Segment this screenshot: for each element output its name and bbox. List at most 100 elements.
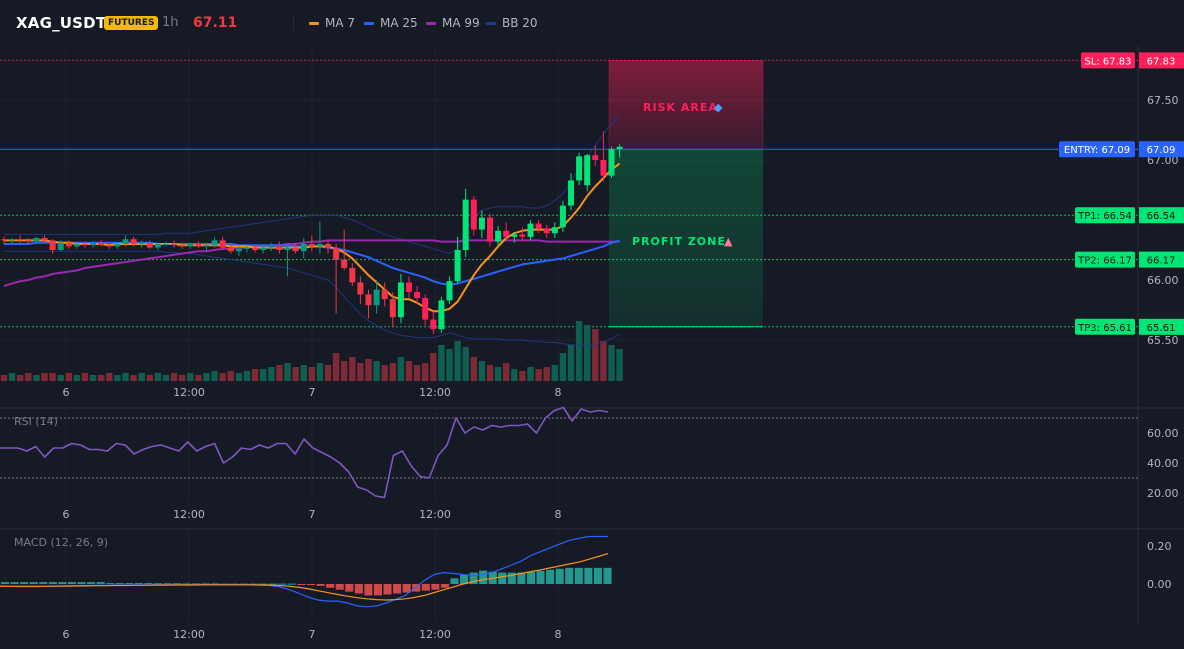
macd-histogram-bar (450, 578, 459, 584)
x-tick-label: 7 (309, 628, 316, 641)
candle-body (195, 244, 202, 247)
candle-body (300, 244, 307, 252)
volume-bar (162, 375, 170, 381)
candle-body (487, 217, 493, 242)
x-tick-label: 12:00 (173, 508, 205, 521)
timeframe-label[interactable]: 1h (162, 15, 179, 30)
candle-body (163, 244, 169, 245)
macd-histogram-bar (555, 568, 564, 584)
level-tag-label: TP1: 66.54 (1077, 211, 1132, 222)
axis-price-label: 65.61 (1147, 323, 1176, 334)
volume-bar (608, 345, 615, 381)
candle-body (333, 247, 340, 260)
macd-histogram-bar (96, 582, 105, 584)
candle-body (171, 244, 178, 246)
volume-bar (106, 373, 113, 381)
rocket-icon: ▲ (724, 235, 733, 248)
axis-price-tag (1139, 141, 1184, 158)
x-tick-label: 8 (555, 386, 562, 399)
macd-histogram-bar (603, 567, 612, 584)
candle-body (138, 242, 145, 244)
volume-bar (349, 357, 356, 381)
symbol-title[interactable]: XAG_USDT (16, 14, 107, 32)
candle-body (25, 240, 32, 242)
volume-bar (527, 367, 534, 381)
legend-ma7-label: MA 7 (325, 16, 356, 30)
candle-body (381, 289, 388, 300)
macd-histogram-bar (154, 583, 163, 585)
volume-bar (276, 365, 283, 381)
level-tag-label: SL: 67.83 (1084, 56, 1131, 67)
macd-histogram-bar (517, 572, 526, 584)
candle-body (252, 247, 259, 250)
candle-body (325, 244, 331, 248)
volume-bar (511, 369, 518, 381)
volume-bar (41, 373, 48, 381)
macd-histogram-bar (498, 572, 507, 584)
y-tick-label: 60.00 (1147, 427, 1179, 440)
risk-area-label: RISK AREA (643, 101, 718, 114)
candle-body (179, 245, 186, 247)
header-divider (293, 15, 294, 31)
macd-histogram-bar (106, 583, 115, 585)
candle-body (235, 248, 242, 252)
candle-body (406, 282, 412, 292)
volume-bar (494, 367, 502, 381)
candle-body (543, 228, 550, 234)
macd-histogram-bar (507, 572, 516, 584)
macd-histogram-bar (297, 584, 306, 585)
macd-histogram-bar (287, 583, 296, 585)
legend-ma7[interactable]: MA 7 (309, 16, 355, 30)
volume-bar (292, 367, 299, 381)
candle-body (122, 239, 129, 244)
axis-price-label: 67.09 (1147, 145, 1176, 156)
legend-ma25[interactable]: MA 25 (364, 16, 418, 30)
candle-body (33, 238, 40, 242)
volume-bar (308, 367, 315, 381)
candle-body (130, 239, 137, 244)
macd-title: MACD (12, 26, 9) (14, 536, 108, 549)
candle-body (268, 246, 275, 248)
y-tick-label: 67.50 (1147, 94, 1179, 107)
candle-body (114, 244, 121, 247)
volume-bar (381, 365, 388, 381)
volume-bar (89, 375, 97, 381)
legend-ma99[interactable]: MA 99 (426, 16, 480, 30)
volume-bar (195, 375, 202, 381)
volume-bar (324, 365, 332, 381)
legend-ma99-swatch (426, 21, 436, 25)
x-tick-label: 12:00 (173, 628, 205, 641)
volume-bar (470, 357, 477, 381)
candle-body (511, 234, 518, 237)
legend-ma25-label: MA 25 (380, 16, 418, 30)
macd-histogram-bar (48, 582, 57, 584)
volume-bar (584, 325, 591, 381)
volume-bar (187, 373, 194, 381)
candle-body (227, 247, 234, 252)
volume-bar (73, 375, 81, 381)
candle-body (373, 289, 380, 306)
risk-area-zone (608, 59, 764, 150)
volume-bar (616, 349, 623, 381)
candle-body (446, 281, 453, 301)
y-tick-label: 67.00 (1147, 154, 1179, 167)
bb-upper-line (4, 114, 620, 255)
volume-bar (422, 363, 429, 381)
entry-tag (1059, 141, 1135, 158)
macd-histogram-bar (412, 584, 421, 592)
macd-histogram-bar (326, 584, 335, 588)
candle-body (211, 240, 218, 246)
macd-histogram-bar (268, 583, 277, 585)
y-tick-label: 0.20 (1147, 540, 1172, 553)
volume-bar (567, 345, 575, 381)
volume-bar (235, 373, 243, 381)
shield-icon: ◆ (714, 101, 723, 114)
candle-body (365, 294, 372, 306)
legend-bb20[interactable]: BB 20 (486, 16, 538, 30)
candle-body (519, 234, 526, 237)
level-tag-label: TP2: 66.17 (1077, 256, 1132, 267)
candle-body (82, 244, 88, 246)
profit-zone-label: PROFIT ZONE (632, 235, 726, 248)
candle-body (503, 230, 510, 237)
